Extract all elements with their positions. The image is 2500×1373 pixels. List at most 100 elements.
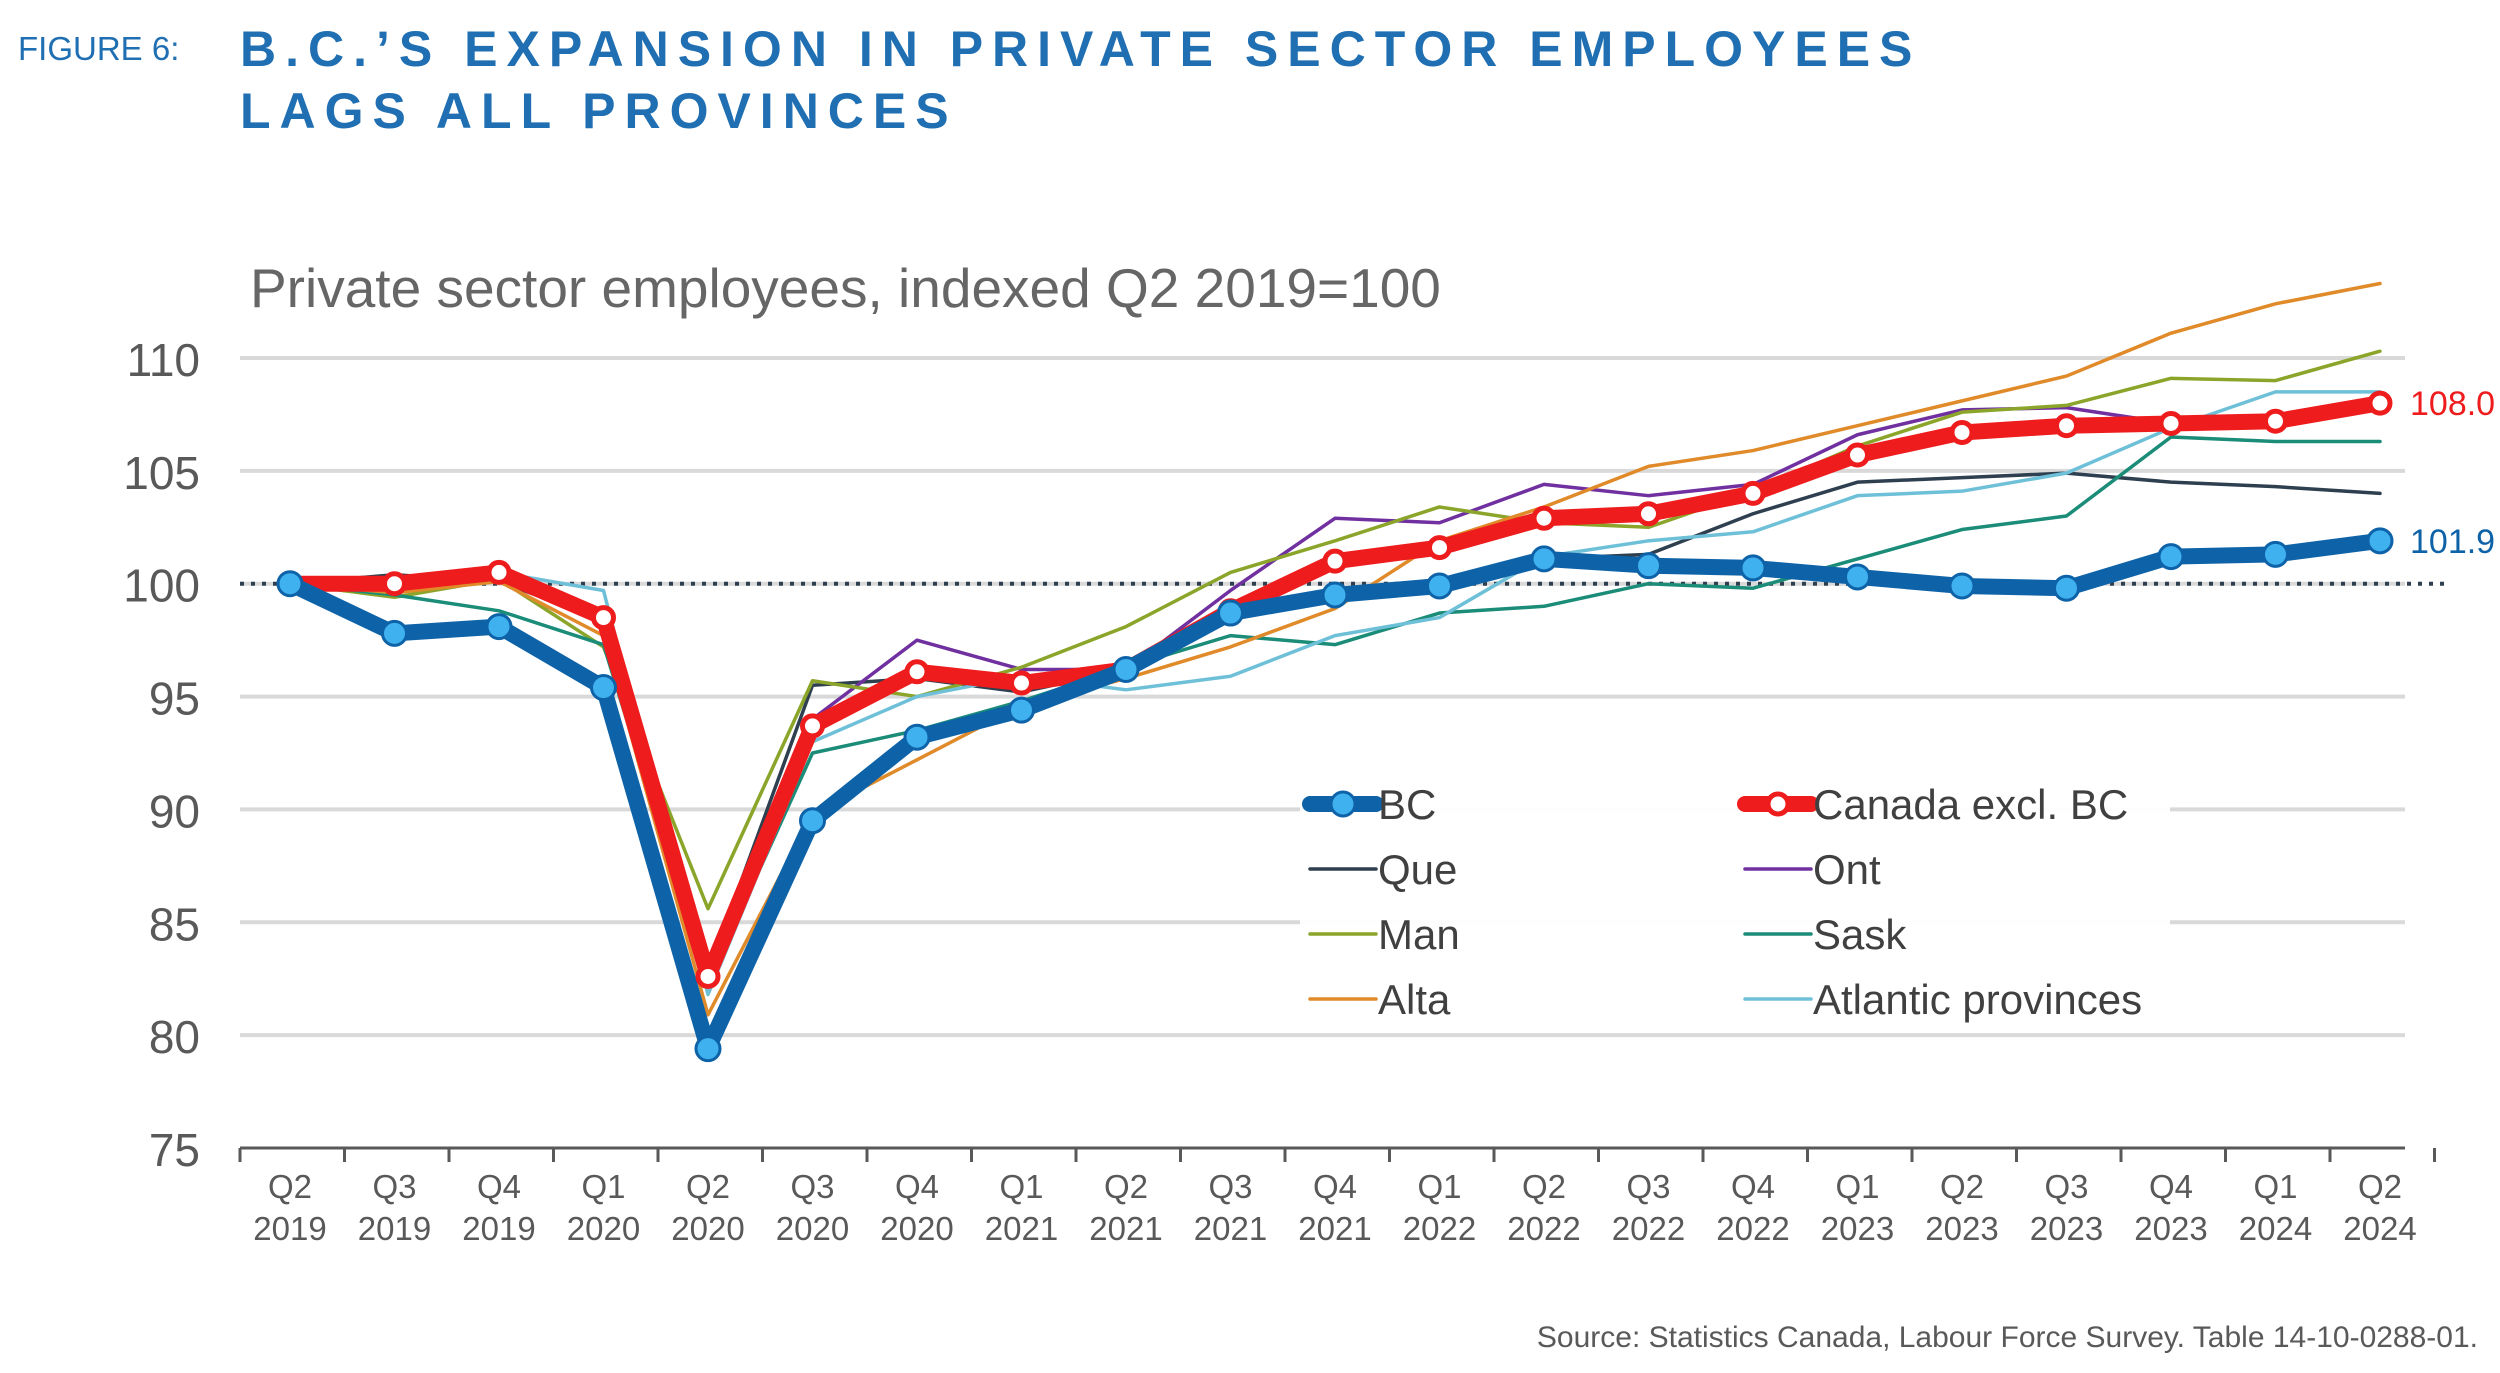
x-tick-label: 2021 xyxy=(985,1210,1058,1247)
point-canada-excl-bc xyxy=(904,659,930,685)
point-canada-excl-bc xyxy=(591,605,616,631)
point-bc xyxy=(485,613,513,641)
point-canada-excl-bc xyxy=(2367,390,2393,416)
x-tick-label: Q4 xyxy=(1731,1168,1775,1205)
x-tick-label: 2020 xyxy=(671,1210,744,1247)
x-tick-label: Q2 xyxy=(1522,1168,1566,1205)
x-tick-label: Q4 xyxy=(477,1168,521,1205)
x-tick-label: Q3 xyxy=(2044,1168,2088,1205)
y-tick-label: 110 xyxy=(127,334,200,386)
x-tick-label: 2023 xyxy=(1925,1210,1998,1247)
x-tick-label: Q2 xyxy=(268,1168,312,1205)
point-bc xyxy=(276,570,304,598)
x-tick-label: 2019 xyxy=(358,1210,431,1247)
x-tick-label: Q3 xyxy=(372,1168,416,1205)
end-label-canada-excl-bc: 108.0 xyxy=(2410,385,2495,423)
point-bc xyxy=(1844,563,1871,591)
point-bc xyxy=(2053,574,2080,602)
chart-title: Private sector employees, indexed Q2 201… xyxy=(250,257,1441,319)
x-tick-label: 2021 xyxy=(1194,1210,1267,1247)
point-canada-excl-bc xyxy=(1427,535,1452,561)
point-canada-excl-bc xyxy=(800,713,825,739)
point-canada-excl-bc xyxy=(2054,413,2079,439)
x-tick-label: 2023 xyxy=(2030,1210,2103,1247)
legend-label-canada-excl-bc: Canada excl. BC xyxy=(1813,781,2128,828)
point-bc xyxy=(1426,572,1453,600)
x-tick-label: Q4 xyxy=(1313,1168,1357,1205)
x-tick-label: 2022 xyxy=(1507,1210,1580,1247)
point-canada-excl-bc xyxy=(2158,410,2184,436)
x-tick-label: Q4 xyxy=(2149,1168,2193,1205)
x-tick-label: 2023 xyxy=(1821,1210,1894,1247)
point-bc xyxy=(1948,572,1976,600)
y-tick-label: 95 xyxy=(149,673,200,725)
legend-marker-canada-excl-bc xyxy=(1765,791,1791,817)
legend-label-sask: Sask xyxy=(1813,911,1907,958)
x-tick-label: Q2 xyxy=(1104,1168,1148,1205)
legend-label-ont: Ont xyxy=(1813,846,1881,893)
point-canada-excl-bc xyxy=(695,963,721,989)
point-canada-excl-bc xyxy=(486,559,512,585)
point-bc xyxy=(1635,552,1662,580)
x-tick-label: Q3 xyxy=(1626,1168,1670,1205)
y-tick-label: 85 xyxy=(149,898,200,950)
point-bc xyxy=(1321,581,1349,609)
point-canada-excl-bc xyxy=(1636,501,1661,527)
legend-label-que: Que xyxy=(1378,846,1457,893)
figure-title-line-1: B.C.’S EXPANSION IN PRIVATE SECTOR EMPLO… xyxy=(240,21,1922,77)
point-bc xyxy=(694,1035,722,1063)
figure-title: B.C.’S EXPANSION IN PRIVATE SECTOR EMPLO… xyxy=(240,18,1921,142)
x-tick-label: 2021 xyxy=(1089,1210,1162,1247)
point-bc xyxy=(1008,696,1035,724)
x-tick-label: Q1 xyxy=(1835,1168,1879,1205)
end-label-bc: 101.9 xyxy=(2410,523,2495,561)
x-tick-label: Q2 xyxy=(686,1168,730,1205)
point-canada-excl-bc xyxy=(1949,419,1975,445)
point-bc xyxy=(799,807,826,835)
point-canada-excl-bc xyxy=(382,571,407,597)
legend-label-alta: Alta xyxy=(1378,976,1451,1023)
x-tick-label: Q1 xyxy=(2253,1168,2297,1205)
series-markers: 108.0 101.9 xyxy=(276,385,2495,1063)
y-tick-label: 100 xyxy=(123,560,200,612)
x-tick-label: 2024 xyxy=(2239,1210,2312,1247)
x-tick-label: 2019 xyxy=(462,1210,535,1247)
x-tick-label: 2023 xyxy=(2134,1210,2207,1247)
point-canada-excl-bc xyxy=(1740,480,1766,506)
y-tick-label: 90 xyxy=(149,785,200,837)
legend-label-man: Man xyxy=(1378,911,1460,958)
x-tick-label: 2021 xyxy=(1298,1210,1371,1247)
point-bc xyxy=(1530,545,1558,573)
legend-label-bc: BC xyxy=(1378,781,1436,828)
legend-box xyxy=(1300,770,2170,1030)
y-tick-label: 105 xyxy=(123,447,200,499)
legend-label-atlantic-provinces: Atlantic provinces xyxy=(1813,976,2142,1023)
axes: 75 80 85 90 95 100 105 110 Q2 2019 Q3 2019 Q4 2019 Q1 2… xyxy=(123,334,2436,1247)
point-bc xyxy=(903,723,931,751)
point-bc xyxy=(2366,527,2394,555)
point-bc xyxy=(1112,655,1140,683)
legend-marker-bc xyxy=(1329,790,1357,818)
x-tick-label: 2022 xyxy=(1716,1210,1789,1247)
y-tick-label: 75 xyxy=(149,1124,200,1176)
source-note: Source: Statistics Canada, Labour Force … xyxy=(1536,1321,2478,1354)
x-tick-label: Q3 xyxy=(1208,1168,1252,1205)
point-canada-excl-bc xyxy=(1322,548,1348,574)
point-canada-excl-bc xyxy=(1531,505,1557,531)
point-canada-excl-bc xyxy=(1009,670,1034,696)
x-tick-label: 2022 xyxy=(1403,1210,1476,1247)
point-bc xyxy=(2262,540,2289,568)
x-tick-label: Q4 xyxy=(895,1168,939,1205)
point-bc xyxy=(381,619,408,647)
figure-label: FIGURE 6: xyxy=(18,30,180,67)
point-bc xyxy=(1739,554,1767,582)
point-bc xyxy=(1217,599,1244,627)
x-tick-label: 2020 xyxy=(567,1210,640,1247)
x-tick-label: Q1 xyxy=(581,1168,625,1205)
x-tick-label: 2020 xyxy=(880,1210,953,1247)
x-tick-label: Q2 xyxy=(1940,1168,1984,1205)
legend: BC Canada excl. BC Que Ont Man Sask Alta Atlant… xyxy=(1300,770,2170,1030)
x-tick-label: Q3 xyxy=(790,1168,834,1205)
x-tick-label: Q2 xyxy=(2358,1168,2402,1205)
point-canada-excl-bc xyxy=(1845,442,1870,468)
